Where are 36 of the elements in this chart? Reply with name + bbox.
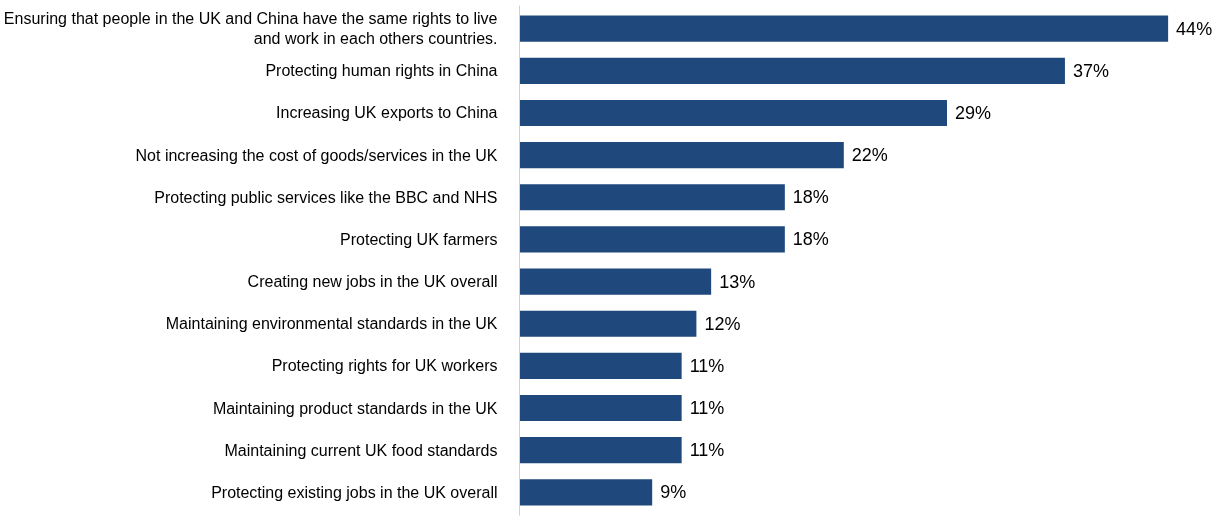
y-tick-label: Protecting human rights in China: [265, 62, 498, 80]
y-tick-label: Creating new jobs in the UK overall: [247, 273, 498, 291]
bar: [519, 226, 785, 253]
data-label: 11%: [689, 398, 725, 419]
data-label: 18%: [792, 187, 829, 208]
data-label: 13%: [719, 271, 756, 292]
bar: [519, 352, 682, 379]
bar: [519, 479, 653, 506]
data-label: 44%: [1176, 18, 1213, 39]
data-label: 18%: [792, 229, 829, 250]
bar: [519, 15, 1169, 42]
bar: [519, 142, 844, 169]
bar: [519, 99, 947, 127]
y-tick-label: Not increasing the cost of goods/services in the UK: [135, 146, 498, 164]
y-tick-label: Increasing UK exports to China: [276, 104, 498, 122]
y-tick-label: Ensuring that people in the UK and China have the same rights to live and work in each others countries.: [3, 9, 498, 48]
bar: [519, 394, 682, 422]
y-tick-label: Protecting public services like the BBC and NHS: [154, 188, 498, 206]
data-label: 11%: [689, 440, 725, 461]
data-label: 22%: [851, 145, 888, 166]
bar: [519, 310, 697, 337]
y-tick-label: Protecting UK farmers: [340, 230, 498, 248]
bar: [519, 268, 712, 295]
data-label: 29%: [955, 102, 992, 123]
bar: [519, 57, 1065, 84]
y-tick-label: Maintaining current UK food standards: [224, 441, 498, 459]
y-tick-label: Maintaining product standards in the UK: [212, 399, 498, 417]
y-tick-label: Protecting existing jobs in the UK overall: [211, 483, 498, 501]
y-tick-label: Maintaining environmental standards in the UK: [165, 315, 498, 333]
bar: [519, 437, 682, 464]
bar: [519, 184, 785, 211]
data-label: 12%: [704, 313, 741, 334]
data-label: 9%: [660, 482, 687, 503]
y-tick-label: Protecting rights for UK workers: [271, 357, 498, 375]
data-label: 37%: [1072, 60, 1109, 81]
data-label: 11%: [689, 355, 725, 376]
